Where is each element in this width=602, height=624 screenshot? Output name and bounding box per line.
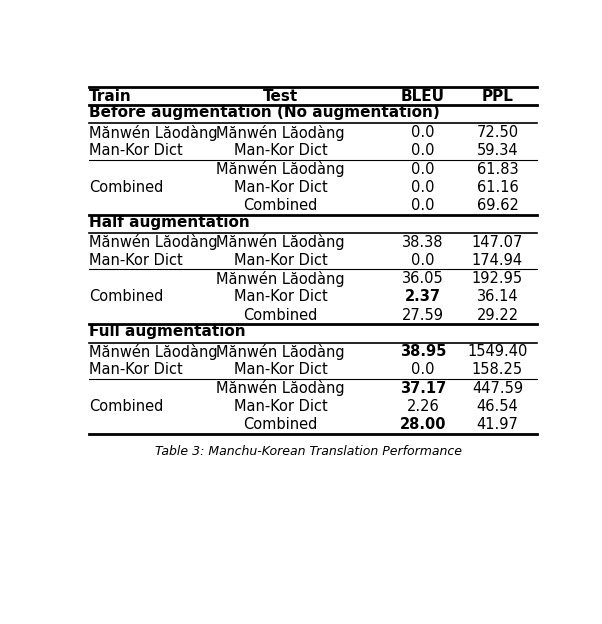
- Text: 0.0: 0.0: [411, 144, 435, 158]
- Text: 174.94: 174.94: [472, 253, 523, 268]
- Text: 27.59: 27.59: [402, 308, 444, 323]
- Text: 36.14: 36.14: [477, 290, 518, 305]
- Text: 61.83: 61.83: [477, 162, 518, 177]
- Text: 28.00: 28.00: [400, 417, 446, 432]
- Text: 158.25: 158.25: [472, 363, 523, 378]
- Text: Mănwén Lăodàng: Mănwén Lăodàng: [89, 234, 218, 250]
- Text: 38.38: 38.38: [402, 235, 444, 250]
- Text: Mănwén Lăodàng: Mănwén Lăodàng: [216, 234, 345, 250]
- Text: Mănwén Lăodàng: Mănwén Lăodàng: [216, 271, 345, 286]
- Text: 192.95: 192.95: [472, 271, 523, 286]
- Text: 38.95: 38.95: [400, 344, 446, 359]
- Text: 29.22: 29.22: [476, 308, 518, 323]
- Text: 1549.40: 1549.40: [467, 344, 528, 359]
- Text: Half augmentation: Half augmentation: [89, 215, 250, 230]
- Text: 61.16: 61.16: [477, 180, 518, 195]
- Text: Man-Kor Dict: Man-Kor Dict: [234, 399, 327, 414]
- Text: Test: Test: [263, 89, 298, 104]
- Text: 2.26: 2.26: [406, 399, 439, 414]
- Text: 41.97: 41.97: [477, 417, 518, 432]
- Text: Mănwén Lăodàng: Mănwén Lăodàng: [89, 344, 218, 359]
- Text: 0.0: 0.0: [411, 125, 435, 140]
- Text: 46.54: 46.54: [477, 399, 518, 414]
- Text: Man-Kor Dict: Man-Kor Dict: [89, 144, 183, 158]
- Text: 2.37: 2.37: [405, 290, 441, 305]
- Text: 0.0: 0.0: [411, 253, 435, 268]
- Text: Man-Kor Dict: Man-Kor Dict: [234, 180, 327, 195]
- Text: Mănwén Lăodàng: Mănwén Lăodàng: [216, 380, 345, 396]
- Text: 0.0: 0.0: [411, 363, 435, 378]
- Text: 0.0: 0.0: [411, 162, 435, 177]
- Text: 59.34: 59.34: [477, 144, 518, 158]
- Text: Combined: Combined: [243, 417, 318, 432]
- Text: Full augmentation: Full augmentation: [89, 324, 246, 339]
- Text: 69.62: 69.62: [477, 198, 518, 213]
- Text: 72.50: 72.50: [476, 125, 518, 140]
- Text: Table 3: Manchu-Korean Translation Performance: Table 3: Manchu-Korean Translation Perfo…: [155, 445, 462, 458]
- Text: 0.0: 0.0: [411, 198, 435, 213]
- Text: Man-Kor Dict: Man-Kor Dict: [89, 253, 183, 268]
- Text: Man-Kor Dict: Man-Kor Dict: [234, 144, 327, 158]
- Text: Mănwén Lăodàng: Mănwén Lăodàng: [89, 125, 218, 140]
- Text: Before augmentation (No augmentation): Before augmentation (No augmentation): [89, 105, 440, 120]
- Text: PPL: PPL: [482, 89, 514, 104]
- Text: Train: Train: [89, 89, 132, 104]
- Text: Man-Kor Dict: Man-Kor Dict: [234, 290, 327, 305]
- Text: Mănwén Lăodàng: Mănwén Lăodàng: [216, 161, 345, 177]
- Text: 447.59: 447.59: [472, 381, 523, 396]
- Text: Man-Kor Dict: Man-Kor Dict: [234, 363, 327, 378]
- Text: 36.05: 36.05: [402, 271, 444, 286]
- Text: Combined: Combined: [89, 180, 164, 195]
- Text: Man-Kor Dict: Man-Kor Dict: [234, 253, 327, 268]
- Text: Combined: Combined: [243, 308, 318, 323]
- Text: BLEU: BLEU: [401, 89, 445, 104]
- Text: 0.0: 0.0: [411, 180, 435, 195]
- Text: Mănwén Lăodàng: Mănwén Lăodàng: [216, 125, 345, 140]
- Text: 37.17: 37.17: [400, 381, 446, 396]
- Text: Combined: Combined: [243, 198, 318, 213]
- Text: Man-Kor Dict: Man-Kor Dict: [89, 363, 183, 378]
- Text: Combined: Combined: [89, 399, 164, 414]
- Text: Combined: Combined: [89, 290, 164, 305]
- Text: Mănwén Lăodàng: Mănwén Lăodàng: [216, 344, 345, 359]
- Text: 147.07: 147.07: [472, 235, 523, 250]
